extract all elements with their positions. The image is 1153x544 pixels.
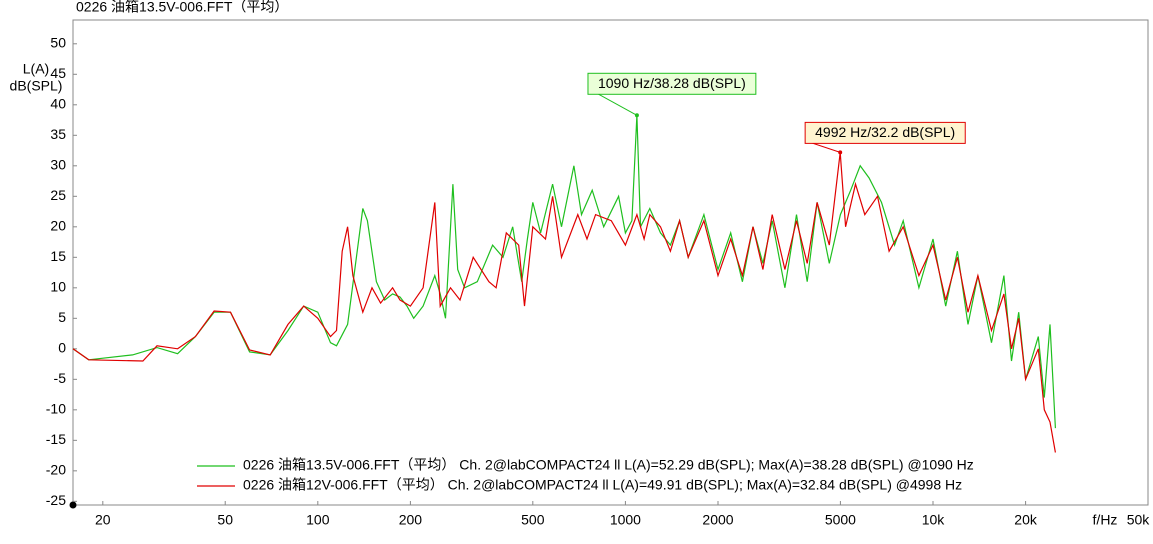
annotation-text: 4992 Hz/32.2 dB(SPL) [815, 124, 955, 140]
y-tick-label: -25 [46, 492, 66, 508]
annotation-text: 1090 Hz/38.28 dB(SPL) [598, 75, 746, 91]
x-tick-label: 50 [217, 512, 233, 528]
annotation-box [804, 121, 966, 144]
x-tick-label: 20 [95, 512, 111, 528]
y-tick-label: -20 [46, 462, 66, 478]
legend-label: 0226 油箱12V-006.FFT（平均） Ch. 2@labCOMPACT2… [243, 477, 962, 493]
annotation-leader [810, 141, 841, 153]
y-tick-label: -15 [46, 431, 66, 447]
x-tick-label: 1000 [610, 512, 641, 528]
y-axis-label: L(A) [23, 61, 49, 77]
y-tick-label: 5 [58, 309, 66, 325]
x-tick-label: 50k [1127, 512, 1151, 528]
series-line [72, 152, 1056, 453]
y-tick-label: 0 [58, 340, 66, 356]
x-tick-label: 200 [399, 512, 423, 528]
legend-label: 0226 油箱13.5V-006.FFT（平均） Ch. 2@labCOMPAC… [243, 457, 974, 473]
x-tick-label: 5000 [825, 512, 856, 528]
y-tick-label: 20 [50, 218, 66, 234]
y-tick-label: 35 [50, 126, 66, 142]
y-tick-label: 45 [50, 65, 66, 81]
y-tick-label: 10 [50, 279, 66, 295]
origin-dot [69, 501, 77, 509]
y-tick-label: 30 [50, 157, 66, 173]
y-tick-label: 50 [50, 34, 66, 50]
annotation-leader [596, 92, 638, 116]
x-tick-label: 20k [1014, 512, 1038, 528]
y-tick-label: 25 [50, 187, 66, 203]
y-tick-label: 40 [50, 96, 66, 112]
y-tick-label: -5 [54, 370, 67, 386]
annotation-point [838, 150, 843, 155]
x-tick-label: 2000 [702, 512, 733, 528]
annotation-box [587, 72, 757, 95]
y-axis-label: dB(SPL) [10, 78, 63, 94]
x-axis-label: f/Hz [1093, 512, 1118, 528]
plot-frame [72, 19, 1149, 506]
y-tick-label: 15 [50, 248, 66, 264]
x-tick-label: 10k [922, 512, 946, 528]
chart-title: 0226 油箱13.5V-006.FFT（平均） [76, 0, 288, 15]
x-tick-label: 100 [306, 512, 330, 528]
x-tick-label: 500 [521, 512, 545, 528]
annotation-point [634, 113, 639, 118]
y-tick-label: -10 [46, 401, 66, 417]
